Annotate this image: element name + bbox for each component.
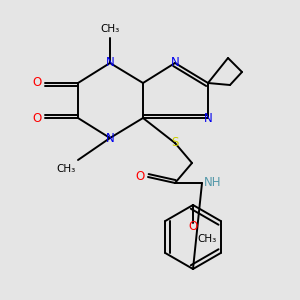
Text: O: O [32,112,42,124]
Text: N: N [106,56,114,70]
Text: NH: NH [204,176,222,190]
Text: O: O [188,220,198,233]
Text: CH₃: CH₃ [100,24,120,34]
Text: O: O [135,170,145,184]
Text: CH₃: CH₃ [56,164,76,174]
Text: S: S [171,136,179,149]
Text: CH₃: CH₃ [197,234,217,244]
Text: N: N [106,131,114,145]
Text: O: O [32,76,42,89]
Text: N: N [171,56,179,68]
Text: N: N [204,112,212,125]
